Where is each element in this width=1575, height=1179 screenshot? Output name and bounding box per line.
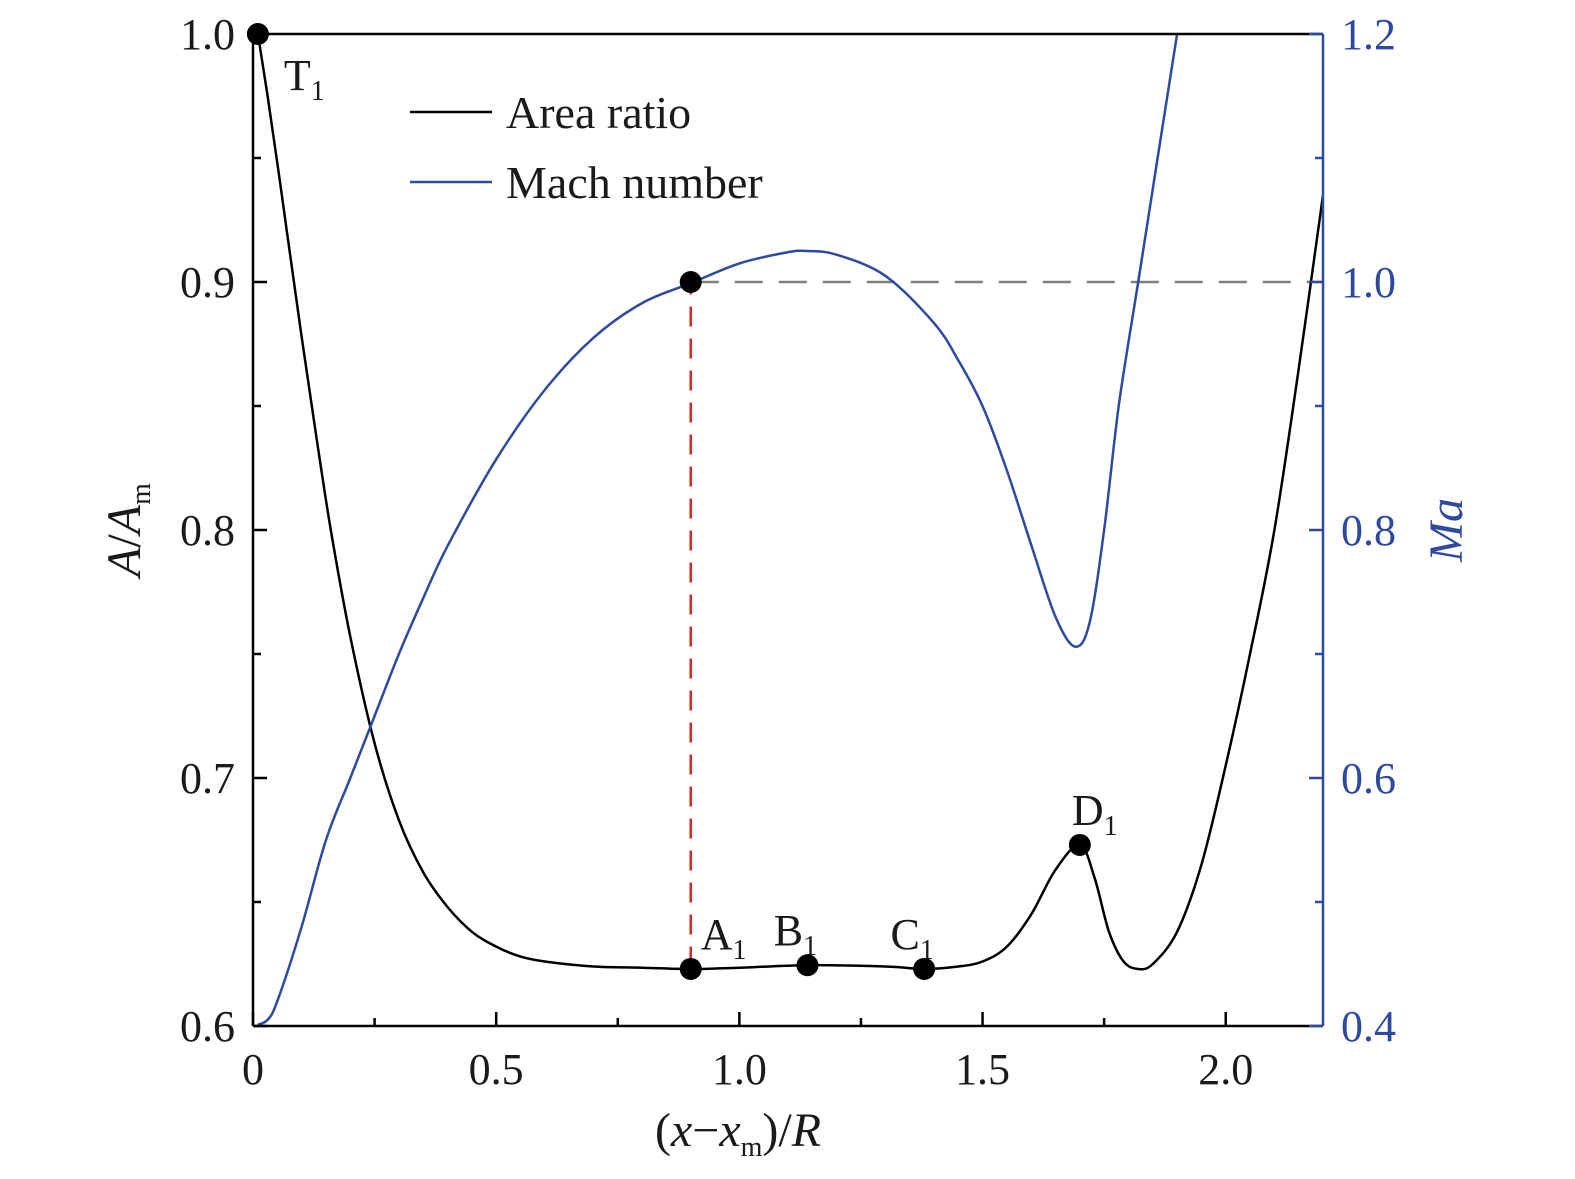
- series-line-area-ratio: [256, 34, 1323, 971]
- point-label-c1: C1: [891, 910, 934, 966]
- data-points: T1 A1 B1 C1 D1: [246, 23, 1118, 980]
- data-point-b1: [796, 954, 819, 977]
- series-lines: [256, 34, 1323, 1026]
- reference-lines: [689, 280, 1323, 967]
- legend-label-mach-number: Mach number: [506, 157, 763, 208]
- point-label-t1: T1: [284, 51, 325, 107]
- x-tick-label: 1.5: [955, 1045, 1010, 1094]
- y-right-tick-label: 0.4: [1341, 1002, 1396, 1051]
- data-point-c1: [913, 957, 936, 980]
- y-right-tick-label: 1.0: [1341, 258, 1396, 307]
- y-left-tick-label: 0.6: [180, 1002, 235, 1051]
- y-axis-title-left: A/Am: [98, 483, 157, 580]
- y-axis-title-right: Ma: [1420, 498, 1473, 563]
- point-label-d1: D1: [1072, 786, 1118, 842]
- y-right-tick-label: 0.8: [1341, 506, 1396, 555]
- data-point-a1: [679, 957, 702, 980]
- data-point-sonic: [679, 271, 702, 293]
- x-tick-label: 0: [242, 1045, 264, 1094]
- x-tick-label: 1.0: [712, 1045, 767, 1094]
- y-left-tick-label: 0.9: [180, 258, 235, 307]
- y-right-tick-label: 0.6: [1341, 754, 1396, 803]
- data-point-t1: [246, 23, 269, 45]
- point-label-a1: A1: [701, 910, 747, 966]
- x-tick-label: 0.5: [469, 1045, 524, 1094]
- legend: Area ratio Mach number: [410, 87, 763, 208]
- y-left-tick-label: 1.0: [180, 10, 235, 59]
- x-tick-label: 2.0: [1198, 1045, 1253, 1094]
- y-left-tick-label: 0.7: [180, 754, 235, 803]
- y-right-tick-label: 1.2: [1341, 10, 1396, 59]
- point-label-b1: B1: [774, 906, 817, 962]
- series-line-mach-number: [257, 34, 1179, 1026]
- data-point-d1: [1068, 833, 1091, 856]
- y-left-tick-label: 0.8: [180, 506, 235, 555]
- x-axis-title: (x−xm)/R: [655, 1104, 821, 1163]
- axis-ticks: 0 0.5 1.0 1.5 2.0 0.6 0.7 0.8 0.9 1.0 0.4 0.6 0.8 1.0…: [180, 10, 1396, 1094]
- legend-label-area-ratio: Area ratio: [506, 87, 691, 138]
